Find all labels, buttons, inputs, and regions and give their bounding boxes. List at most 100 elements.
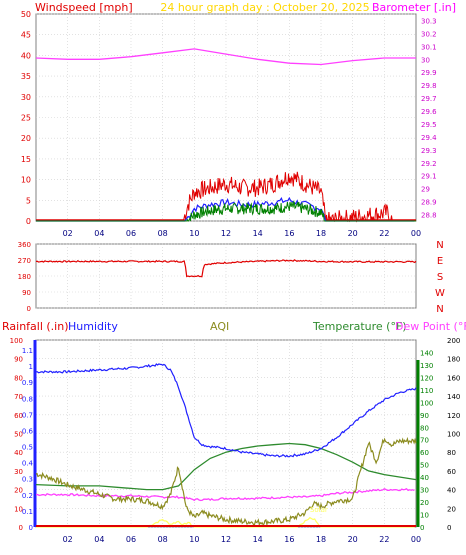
graph-date-title: 24 hour graph day : October 20, 2025 bbox=[160, 1, 369, 14]
aqi-y-tick: 120 bbox=[447, 412, 460, 420]
barometer-y-tick: 29.5 bbox=[421, 121, 437, 129]
rainfall-y-tick: 1.1 bbox=[22, 347, 33, 355]
climate-x-tick: 20 bbox=[348, 535, 358, 544]
temperature-y-tick: 110 bbox=[420, 387, 433, 395]
wind-x-tick: 18 bbox=[316, 229, 326, 238]
direction-compass-label: N bbox=[436, 240, 443, 251]
barometer-y-tick: 29.2 bbox=[421, 160, 437, 168]
dewpoint-line bbox=[35, 488, 415, 502]
climate-x-tick: 08 bbox=[158, 535, 168, 544]
barometer-y-tick: 29.6 bbox=[421, 108, 437, 116]
wind-low-line bbox=[36, 200, 416, 222]
barometer-y-tick: 30.1 bbox=[421, 43, 437, 51]
direction-compass-label: N bbox=[436, 304, 443, 315]
barometer-y-tick: 30.2 bbox=[421, 30, 437, 38]
humidity-y-tick: 20 bbox=[14, 487, 23, 495]
climate-x-tick: 18 bbox=[316, 535, 326, 544]
chart-layers: 0510152025303540455028.828.92929.129.229… bbox=[10, 10, 461, 544]
climate-x-tick: 22 bbox=[379, 535, 389, 544]
temperature-y-tick: 20 bbox=[420, 499, 429, 507]
wind-y-tick: 35 bbox=[21, 72, 31, 81]
temperature-line bbox=[35, 442, 417, 491]
wind-x-tick: 10 bbox=[189, 229, 199, 238]
humidity-y-tick: 40 bbox=[14, 449, 23, 457]
temperature-label: Temperature (°F) bbox=[312, 320, 407, 333]
rainfall-y-tick: 0.3 bbox=[22, 476, 33, 484]
humidity-label: Humidity bbox=[68, 320, 118, 333]
temperature-y-tick: 130 bbox=[420, 362, 433, 370]
aqi-y-tick: 180 bbox=[447, 356, 460, 364]
temperature-y-tick: 70 bbox=[420, 437, 429, 445]
aqi-line bbox=[35, 436, 417, 527]
barometer-y-tick: 29 bbox=[421, 186, 430, 194]
climate-x-tick: 00 bbox=[411, 535, 421, 544]
wind-x-tick: 14 bbox=[253, 229, 263, 238]
wind-x-tick: 06 bbox=[126, 229, 136, 238]
barometer-y-tick: 28.9 bbox=[421, 199, 437, 207]
climate-x-tick: 12 bbox=[221, 535, 231, 544]
rainfall-y-tick: 0 bbox=[29, 524, 33, 532]
rainfall-y-tick: 0.7 bbox=[22, 411, 33, 419]
temperature-y-tick: 60 bbox=[420, 449, 429, 457]
wind-x-tick: 12 bbox=[221, 229, 231, 238]
wind-x-tick: 22 bbox=[379, 229, 389, 238]
temperature-y-tick: 0 bbox=[420, 524, 424, 532]
direction-y-tick: 180 bbox=[18, 273, 31, 281]
humidity-line bbox=[35, 363, 417, 458]
direction-compass-label: W bbox=[435, 288, 445, 299]
climate-x-tick: 16 bbox=[284, 535, 294, 544]
climate-x-tick: 06 bbox=[126, 535, 136, 544]
temperature-y-tick: 90 bbox=[420, 412, 429, 420]
humidity-y-tick: 0 bbox=[19, 524, 23, 532]
temperature-y-tick: 100 bbox=[420, 399, 433, 407]
barometer-y-tick: 29.8 bbox=[421, 82, 437, 90]
wind-y-tick: 5 bbox=[26, 196, 31, 205]
aqi-y-tick: 140 bbox=[447, 393, 460, 401]
wind-x-tick: 16 bbox=[284, 229, 294, 238]
direction-y-tick: 0 bbox=[27, 305, 31, 313]
climate-x-tick: 14 bbox=[253, 535, 263, 544]
barometer-y-tick: 29.1 bbox=[421, 173, 437, 181]
barometer-y-tick: 29.9 bbox=[421, 69, 437, 77]
aqi-y-tick: 200 bbox=[447, 337, 460, 345]
humidity-y-tick: 100 bbox=[10, 337, 23, 345]
wind-x-tick: 02 bbox=[63, 229, 73, 238]
wind-y-tick: 50 bbox=[21, 10, 31, 19]
barometer-y-tick: 30.3 bbox=[421, 17, 437, 25]
aqi-label: AQI bbox=[210, 320, 229, 333]
aqi-y-tick: 0 bbox=[447, 524, 451, 532]
wind-y-tick: 40 bbox=[21, 51, 31, 60]
barometer-line bbox=[35, 48, 416, 66]
climate-x-tick: 10 bbox=[189, 535, 199, 544]
wind-y-tick: 15 bbox=[21, 155, 31, 164]
wind-y-tick: 25 bbox=[21, 114, 31, 123]
wind-x-tick: 04 bbox=[94, 229, 104, 238]
aqi-y-tick: 60 bbox=[447, 468, 456, 476]
wind-x-tick: 20 bbox=[348, 229, 358, 238]
rainfall-y-tick: 0.1 bbox=[22, 508, 33, 516]
rainfall-y-tick: 0.6 bbox=[22, 427, 34, 435]
barometer-title: Barometer [.in] bbox=[372, 1, 456, 14]
wind-x-tick: 08 bbox=[158, 229, 168, 238]
windspeed-title: Windspeed [mph] bbox=[35, 1, 133, 14]
dewpoint-label: Dew Point (°F) bbox=[395, 320, 466, 333]
rainfall-y-tick: 0.2 bbox=[22, 492, 33, 500]
barometer-y-tick: 29.4 bbox=[421, 134, 437, 142]
humidity-y-tick: 60 bbox=[14, 412, 23, 420]
wind-y-tick: 45 bbox=[21, 31, 31, 40]
temperature-y-tick: 80 bbox=[420, 424, 429, 432]
wind-y-tick: 20 bbox=[21, 134, 31, 143]
wind-direction-line bbox=[35, 259, 417, 278]
direction-y-tick: 270 bbox=[18, 257, 31, 265]
barometer-y-tick: 30 bbox=[421, 56, 430, 64]
humidity-y-tick: 30 bbox=[14, 468, 23, 476]
wind-y-tick: 30 bbox=[21, 93, 31, 102]
wind-y-tick: 0 bbox=[26, 217, 31, 226]
aqi-y-tick: 160 bbox=[447, 374, 460, 382]
humidity-y-tick: 70 bbox=[14, 393, 23, 401]
humidity-y-tick: 10 bbox=[14, 505, 23, 513]
rainfall-y-tick: 0.4 bbox=[22, 460, 34, 468]
temperature-y-tick: 30 bbox=[420, 487, 429, 495]
temperature-y-tick: 50 bbox=[420, 462, 429, 470]
